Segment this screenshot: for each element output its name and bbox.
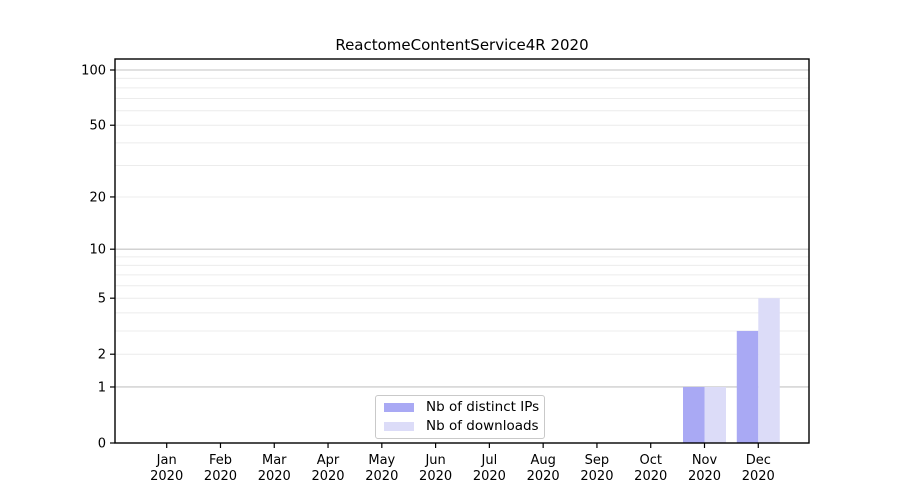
y-tick-label: 20 — [89, 190, 106, 205]
x-tick-label-year: 2020 — [473, 469, 506, 484]
x-tick-label-month: Mar — [262, 453, 287, 468]
y-tick-label: 50 — [89, 119, 106, 134]
y-tick-label: 5 — [98, 292, 106, 307]
x-tick-label-year: 2020 — [150, 469, 183, 484]
y-tick-label: 2 — [98, 348, 106, 363]
x-tick-label-year: 2020 — [688, 469, 721, 484]
x-tick-label-year: 2020 — [311, 469, 344, 484]
bar-downloads — [758, 298, 780, 443]
legend: Nb of distinct IPs Nb of downloads — [375, 395, 545, 439]
legend-label-distinct-ips: Nb of distinct IPs — [426, 399, 540, 415]
x-tick-label-year: 2020 — [258, 469, 291, 484]
x-tick-label-month: May — [368, 453, 395, 468]
legend-swatch-downloads — [384, 421, 414, 431]
y-tick-label: 10 — [89, 243, 106, 258]
y-tick-label: 1 — [98, 380, 106, 395]
y-tick-label: 0 — [98, 437, 106, 452]
x-tick-label-month: Feb — [209, 453, 232, 468]
plot-border — [114, 58, 810, 444]
x-tick-label-year: 2020 — [419, 469, 452, 484]
chart-title: ReactomeContentService4R 2020 — [335, 36, 589, 54]
bar-distinct-ips — [683, 386, 705, 443]
x-tick-label-month: Dec — [746, 453, 771, 468]
legend-item-downloads: Nb of downloads — [384, 417, 544, 434]
x-tick-label-month: Oct — [639, 453, 661, 468]
y-tick-label: 100 — [81, 64, 106, 79]
x-tick-label-month: Apr — [317, 453, 340, 468]
x-tick-label-month: Aug — [530, 453, 555, 468]
x-tick-label-month: Jun — [424, 453, 445, 468]
legend-swatch-distinct-ips — [384, 403, 414, 413]
x-tick-label-month: Sep — [585, 453, 610, 468]
x-tick-label-year: 2020 — [742, 469, 775, 484]
legend-label-downloads: Nb of downloads — [426, 417, 539, 434]
bar-distinct-ips — [736, 330, 759, 443]
bar-downloads — [704, 386, 726, 443]
x-tick-label-year: 2020 — [527, 469, 560, 484]
x-tick-label-year: 2020 — [634, 469, 667, 484]
x-tick-label-month: Jan — [156, 453, 177, 468]
x-tick-label-month: Jul — [481, 453, 498, 468]
x-tick-label-year: 2020 — [204, 469, 237, 484]
x-tick-label-year: 2020 — [580, 469, 613, 484]
x-tick-label-year: 2020 — [365, 469, 398, 484]
legend-item-distinct-ips: Nb of distinct IPs — [384, 399, 544, 415]
x-tick-label-month: Nov — [692, 453, 718, 468]
